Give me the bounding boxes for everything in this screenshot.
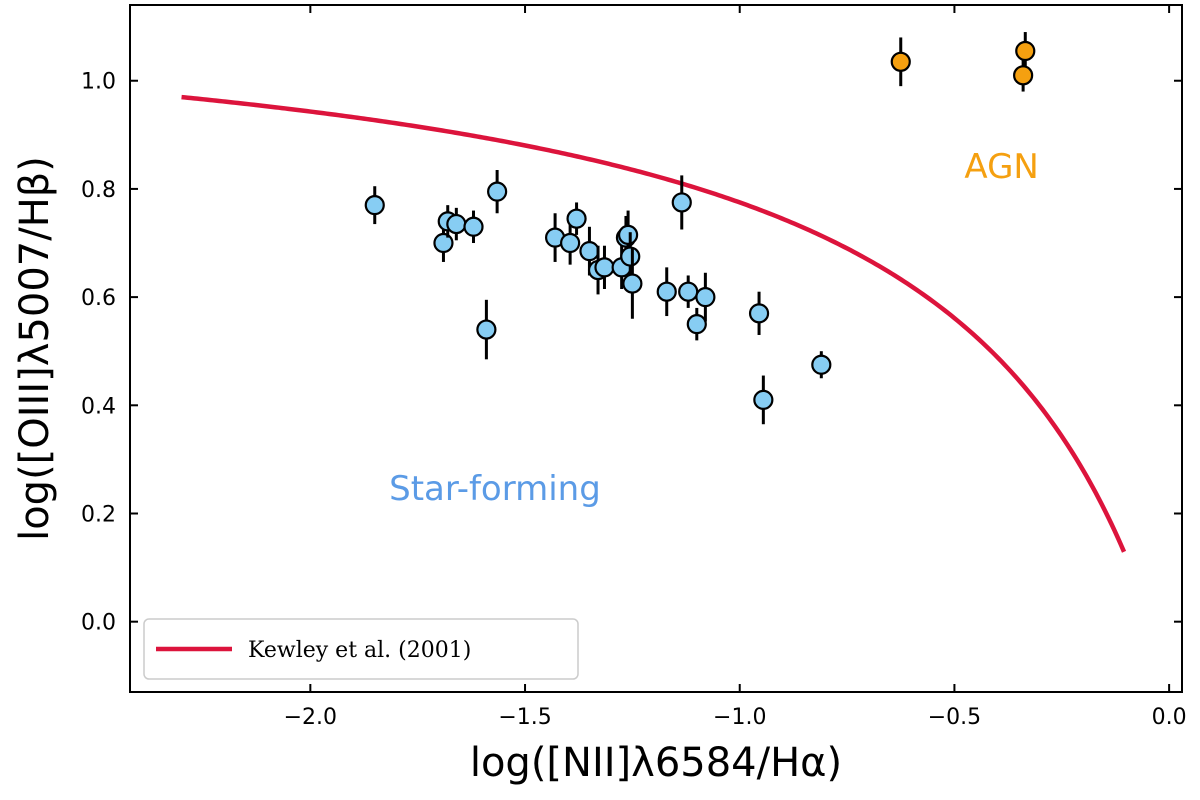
x-axis-label: log([NII]λ6584/Hα) <box>470 740 842 786</box>
data-point <box>622 273 643 294</box>
curve-layer <box>181 94 1127 553</box>
data-point <box>656 281 677 302</box>
x-tick-label: −2.0 <box>284 705 337 730</box>
data-point <box>1015 40 1036 62</box>
data-point <box>671 192 692 213</box>
data-point <box>446 213 467 235</box>
y-tick-label: 0.8 <box>81 178 116 203</box>
data-point <box>1013 65 1034 86</box>
y-tick-label: 1.0 <box>81 70 116 95</box>
data-point <box>476 319 497 340</box>
kewley-curve <box>181 94 1127 553</box>
data-point <box>566 208 587 229</box>
data-point <box>695 287 716 308</box>
points-layer <box>364 32 1036 425</box>
region-label-agn: AGN <box>964 147 1038 187</box>
y-axis-label: log([OIII]λ5007/Hβ) <box>12 156 58 541</box>
data-point <box>594 257 615 278</box>
data-point <box>560 232 581 254</box>
legend-box <box>143 618 579 680</box>
data-point <box>686 314 707 335</box>
data-point <box>364 195 385 216</box>
x-tick-label: −1.0 <box>713 705 766 730</box>
y-tick-label: 0.0 <box>81 611 116 636</box>
y-tick-label: 0.4 <box>81 394 116 419</box>
plot-frame <box>129 4 1183 693</box>
data-point <box>811 354 832 375</box>
data-point <box>487 181 508 202</box>
legend: Kewley et al. (2001) <box>143 618 579 680</box>
series-agn <box>890 32 1036 92</box>
data-point <box>678 281 699 302</box>
x-tick-label: 0.0 <box>1152 705 1187 730</box>
data-point <box>890 51 911 72</box>
text-layer: Star-forming AGN Kewley et al. (2001) <box>143 147 1039 680</box>
data-point <box>433 232 454 254</box>
y-tick-label: 0.6 <box>81 286 116 311</box>
data-point <box>463 216 484 237</box>
series-star-forming <box>364 169 832 425</box>
x-tick-label: −0.5 <box>928 705 981 730</box>
region-label-star-forming: Star-forming <box>389 469 601 509</box>
legend-label: Kewley et al. (2001) <box>248 638 471 663</box>
data-point <box>617 224 639 246</box>
data-point <box>579 241 600 262</box>
x-tick-label: −1.5 <box>498 705 551 730</box>
data-point <box>748 303 770 324</box>
data-point <box>753 389 774 410</box>
data-point <box>620 246 641 267</box>
axes-layer: −2.0 −1.5 −1.0 −0.5 0.0 0.0 0.2 0.4 0.6 0.8 1.0 log… <box>12 4 1187 786</box>
y-tick-label: 0.2 <box>81 502 116 527</box>
